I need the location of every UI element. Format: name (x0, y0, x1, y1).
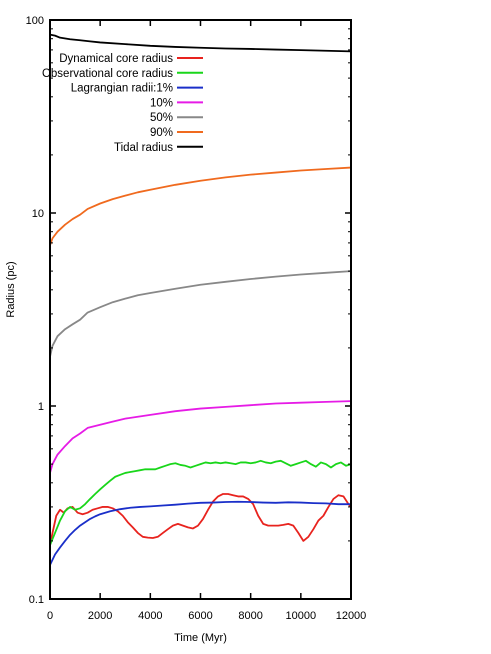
x-tick-label: 0 (47, 610, 53, 622)
x-axis-title: Time (Myr) (174, 632, 227, 644)
legend: Dynamical core radius Observational core … (42, 53, 203, 154)
series-line-2 (49, 500, 351, 566)
series-line-5 (49, 166, 352, 246)
y-tick-label: 100 (26, 15, 44, 27)
ticks-layer: 0 2000 4000 6000 8000 10000 12000 0.1 1 10 100 (26, 15, 367, 622)
x-tick-label: 6000 (188, 610, 212, 622)
y-tick-label: 1 (38, 401, 44, 413)
y-tick-label: 10 (32, 208, 44, 220)
x-tick-label: 8000 (238, 610, 262, 622)
x-tick-label: 12000 (336, 610, 367, 622)
series-layer (49, 33, 352, 566)
y-axis-title: Radius (pc) (5, 261, 17, 317)
x-tick-label: 4000 (138, 610, 162, 622)
series-line-6 (49, 33, 352, 53)
y-tick-label: 0.1 (29, 594, 44, 606)
legend-label: 10% (150, 97, 173, 109)
series-line-1 (49, 459, 352, 546)
series-line-0 (49, 493, 352, 546)
legend-label: Tidal radius (114, 142, 173, 154)
x-tick-label: 2000 (88, 610, 112, 622)
legend-label: 90% (150, 127, 173, 139)
legend-label: Observational core radius (42, 68, 173, 80)
legend-label: Dynamical core radius (59, 53, 173, 65)
x-tick-label: 10000 (286, 610, 317, 622)
legend-label: 50% (150, 112, 173, 124)
series-line-4 (49, 270, 352, 357)
series-line-3 (49, 400, 352, 474)
legend-label: Lagrangian radii:1% (71, 83, 173, 95)
